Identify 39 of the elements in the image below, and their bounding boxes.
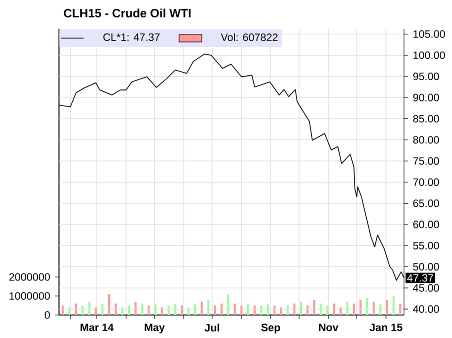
y-tick-label: 2000000: [9, 273, 50, 281]
bar: [234, 304, 236, 316]
bar: [200, 302, 203, 316]
bar: [313, 300, 316, 316]
x-tick-label: Jul: [204, 324, 220, 332]
bar: [108, 294, 110, 316]
y2-tick-label: 105.00: [414, 30, 445, 38]
x-tick-label: May: [144, 324, 165, 334]
y2-tick-label: 75.00: [413, 157, 439, 165]
bar: [114, 304, 117, 316]
y2-tick-label: 95.00: [413, 72, 439, 80]
x-tick-label: Jan 15: [370, 324, 402, 332]
y2-tick-label: 45.00: [412, 284, 439, 292]
y2-tick-label: 90.00: [413, 94, 439, 102]
y2-tick-label: 65.00: [413, 200, 439, 208]
legend-label: Vol: 607822: [220, 33, 278, 42]
y2-tick-label: 60.00: [413, 220, 439, 228]
chart-title: CLH15 - Crude Oil WTI: [64, 8, 191, 18]
bar: [260, 306, 262, 316]
x-tick-label: Nov: [319, 324, 338, 332]
x-tick-label: Sep: [261, 324, 280, 334]
bar: [227, 294, 230, 316]
y2-tick-label: 40.00: [412, 305, 439, 313]
text: 47.37: [407, 274, 434, 282]
y-tick-label: 0: [44, 311, 50, 319]
y2-tick-label: 55.00: [413, 242, 439, 250]
y2-tick-label: 85.00: [413, 115, 439, 123]
bar: [88, 302, 90, 316]
y2-tick-label: 50.00: [413, 263, 439, 271]
bar: [174, 304, 176, 316]
y-tick-label: 1000000: [10, 292, 50, 300]
bar: [346, 302, 348, 316]
y2-tick-label: 100.00: [414, 52, 445, 60]
y2-tick-label: 70.00: [413, 178, 439, 186]
legend-label: CL*1: 47.37: [103, 34, 160, 42]
bar: [372, 302, 375, 316]
bar: [286, 306, 289, 316]
x-tick-label: Mar 14: [80, 324, 114, 332]
y2-tick-label: 80.00: [413, 136, 439, 144]
